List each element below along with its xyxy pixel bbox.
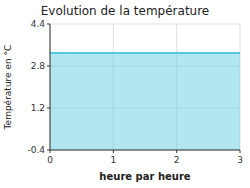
x-tick-label: 2 — [174, 155, 180, 165]
y-tick — [47, 108, 50, 109]
y-tick-label: 4.4 — [31, 19, 46, 29]
x-tick — [113, 150, 114, 153]
chart-container: -0.4 1.2 2.8 4.4 0 1 2 3 heure par heure Températ… — [0, 0, 250, 188]
y-tick — [47, 24, 50, 25]
plot-area — [50, 53, 240, 150]
x-tick — [240, 150, 241, 153]
title: Evolution de la température — [41, 4, 210, 18]
y-axis-line — [50, 24, 51, 150]
x-axis-line — [50, 150, 240, 151]
y-tick-label: 1.2 — [31, 103, 45, 113]
line — [50, 52, 240, 54]
y-tick-label: -0.4 — [27, 145, 45, 155]
x-tick — [50, 150, 51, 153]
x-tick-label: 0 — [47, 155, 53, 165]
y-tick — [47, 66, 50, 67]
grid-line — [50, 150, 240, 151]
x-tick-label: 1 — [110, 155, 116, 165]
grid-line — [50, 24, 240, 25]
y-axis-label: Température en °C — [3, 45, 13, 131]
grid-line — [50, 24, 51, 150]
y-tick-label: 2.8 — [31, 61, 46, 71]
chart: -0.4 1.2 2.8 4.4 0 1 2 3 heure par heure Températ… — [0, 0, 250, 188]
area — [50, 53, 240, 150]
x-axis-label: heure par heure — [99, 171, 190, 182]
x-tick-label: 3 — [237, 155, 243, 165]
grid — [50, 24, 240, 150]
x-tick — [176, 150, 177, 153]
axes: -0.4 1.2 2.8 4.4 0 1 2 3 — [27, 19, 242, 165]
